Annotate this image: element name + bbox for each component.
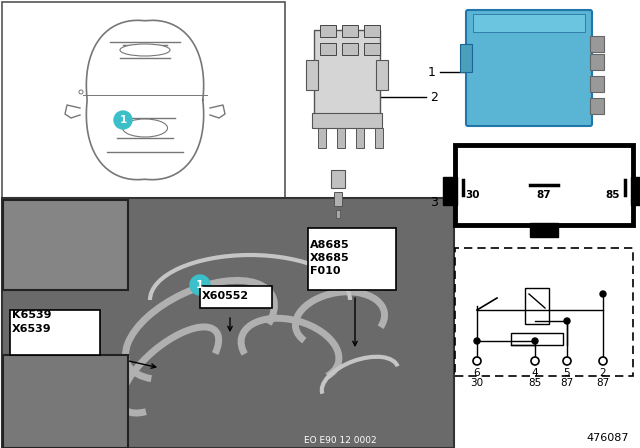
Bar xyxy=(320,43,336,55)
Text: EO E90 12 0002: EO E90 12 0002 xyxy=(304,436,376,445)
Circle shape xyxy=(114,111,132,129)
Circle shape xyxy=(600,291,606,297)
Bar xyxy=(364,25,380,37)
Bar xyxy=(364,43,380,55)
Bar xyxy=(312,113,382,128)
Text: 4: 4 xyxy=(532,368,538,378)
Circle shape xyxy=(563,357,571,365)
Circle shape xyxy=(532,338,538,344)
Text: 5: 5 xyxy=(564,368,570,378)
Bar xyxy=(334,192,342,206)
Circle shape xyxy=(473,357,481,365)
Text: 2: 2 xyxy=(600,368,606,378)
Bar xyxy=(455,248,633,376)
Bar xyxy=(3,355,128,448)
Bar xyxy=(590,54,604,70)
Circle shape xyxy=(599,357,607,365)
Bar xyxy=(356,128,364,148)
Text: 30: 30 xyxy=(466,190,480,200)
Text: A8685
X8685
F010: A8685 X8685 F010 xyxy=(310,240,349,276)
Text: K6539
X6539: K6539 X6539 xyxy=(12,310,52,334)
Text: 87: 87 xyxy=(537,190,551,200)
Circle shape xyxy=(564,318,570,324)
Text: 85: 85 xyxy=(529,378,541,388)
Text: 87: 87 xyxy=(561,378,573,388)
Bar xyxy=(314,30,380,120)
Bar xyxy=(473,14,585,32)
Bar xyxy=(306,60,318,90)
Bar xyxy=(2,2,285,200)
Bar xyxy=(455,145,633,225)
Bar xyxy=(590,98,604,114)
Bar xyxy=(337,128,345,148)
Bar xyxy=(460,44,472,72)
Circle shape xyxy=(190,275,210,295)
Bar xyxy=(336,210,340,218)
Bar xyxy=(200,286,272,308)
Bar xyxy=(320,25,336,37)
Bar xyxy=(376,60,388,90)
Bar xyxy=(631,177,640,205)
Text: 87: 87 xyxy=(596,378,610,388)
Bar xyxy=(308,228,396,290)
Text: 85: 85 xyxy=(605,190,620,200)
FancyBboxPatch shape xyxy=(466,10,592,126)
Bar xyxy=(342,25,358,37)
Bar xyxy=(2,198,454,448)
Bar xyxy=(530,223,558,237)
Ellipse shape xyxy=(122,119,168,137)
Bar xyxy=(318,128,326,148)
Ellipse shape xyxy=(120,44,170,56)
Bar xyxy=(525,288,549,324)
Text: 6: 6 xyxy=(474,368,480,378)
Bar xyxy=(590,76,604,92)
Bar xyxy=(375,128,383,148)
Bar xyxy=(511,333,563,345)
Bar xyxy=(3,200,128,290)
Text: 1: 1 xyxy=(428,65,436,78)
Text: 3: 3 xyxy=(430,195,438,208)
Bar xyxy=(342,43,358,55)
Bar xyxy=(10,310,100,355)
Bar xyxy=(590,36,604,52)
Circle shape xyxy=(531,357,539,365)
Text: 1: 1 xyxy=(120,115,127,125)
Bar xyxy=(331,170,345,188)
Circle shape xyxy=(474,338,480,344)
Text: 30: 30 xyxy=(470,378,484,388)
Text: 1: 1 xyxy=(196,280,204,290)
Text: X60552: X60552 xyxy=(202,291,249,301)
Text: 476087: 476087 xyxy=(587,433,629,443)
Circle shape xyxy=(79,90,83,94)
Text: 87: 87 xyxy=(537,224,551,234)
Bar xyxy=(443,177,457,205)
Text: 2: 2 xyxy=(430,90,438,103)
